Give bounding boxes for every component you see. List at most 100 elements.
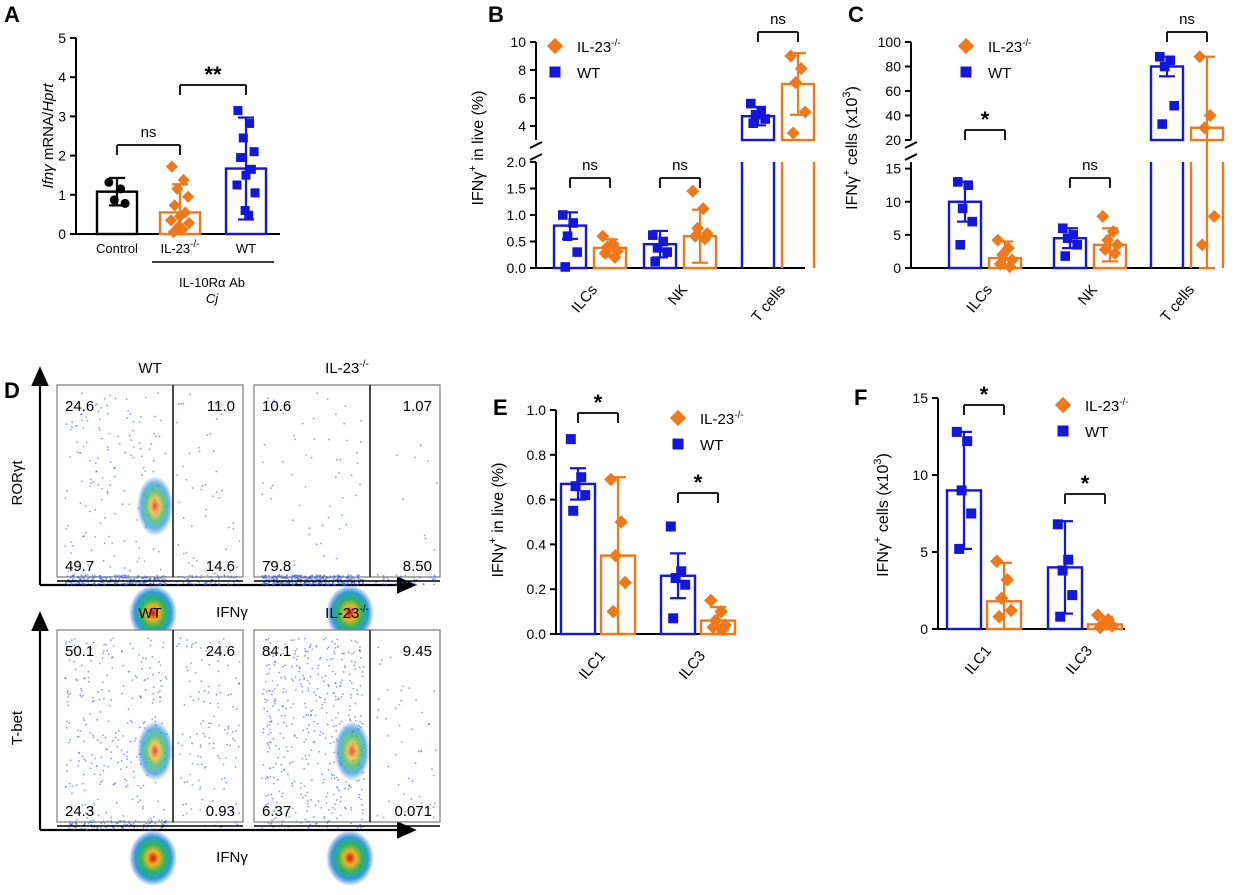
y-label-close: ): [875, 453, 892, 458]
event-dot: [149, 822, 152, 824]
event-dot: [156, 574, 159, 577]
event-dot: [227, 574, 230, 577]
event-dot: [311, 577, 314, 580]
event-dot: [358, 574, 360, 577]
data-point: [233, 106, 243, 116]
series-wt: [552, 210, 588, 272]
event-dot: [183, 781, 186, 784]
y-tick-label: 100: [878, 34, 902, 50]
event-dot: [142, 657, 144, 659]
event-dot: [412, 576, 415, 579]
event-dot: [181, 733, 184, 736]
event-dot: [423, 534, 426, 537]
event-dot: [358, 666, 361, 669]
significance-label: ns: [672, 157, 688, 174]
event-dot: [308, 527, 311, 530]
event-dot: [94, 576, 97, 578]
x-tick-label: ILCs: [568, 282, 601, 317]
event-dot: [163, 808, 166, 811]
event-dot: [331, 812, 334, 815]
event-dot: [359, 823, 362, 826]
event-dot: [69, 738, 71, 741]
event-dot: [273, 782, 275, 785]
quadrant-value-ll: 6.37: [262, 803, 291, 820]
event-dot: [306, 662, 309, 665]
event-dot: [86, 574, 89, 577]
event-dot: [79, 502, 82, 504]
event-dot: [120, 692, 123, 695]
event-dot: [105, 578, 108, 581]
event-dot: [358, 649, 361, 651]
event-dot: [268, 574, 270, 577]
y-tick-label: 60: [885, 83, 901, 99]
event-dot: [125, 785, 128, 788]
event-dot: [311, 667, 314, 670]
data-point: [698, 232, 712, 246]
event-dot: [99, 783, 101, 786]
event-dot: [75, 826, 78, 829]
event-dot: [235, 677, 238, 680]
data-point: [604, 472, 618, 487]
event-dot: [185, 666, 188, 669]
data-point: [1098, 242, 1112, 256]
event-dot: [196, 763, 199, 766]
event-dot: [180, 776, 183, 779]
event-dot: [132, 581, 135, 584]
event-dot: [267, 821, 269, 824]
event-dot: [267, 744, 270, 746]
event-dot: [382, 583, 385, 585]
data-point: [668, 613, 679, 624]
event-dot: [290, 746, 293, 748]
event-dot: [286, 699, 289, 702]
event-dot: [113, 575, 116, 578]
event-dot: [267, 794, 270, 796]
plot-title-sup: -/-: [359, 359, 368, 370]
event-dot: [271, 576, 274, 578]
event-dot: [102, 559, 105, 562]
event-dot: [85, 441, 88, 444]
event-dot: [73, 660, 76, 663]
event-dot: [127, 410, 130, 412]
event-dot: [277, 756, 280, 759]
density-cloud: [64, 392, 241, 641]
event-dot: [114, 397, 117, 400]
event-dot: [304, 650, 307, 653]
y-label-sup: +: [872, 537, 884, 543]
data-point: [706, 620, 720, 635]
sig-bracket: ns: [1069, 157, 1111, 188]
event-dot: [333, 761, 336, 763]
event-dot: [314, 581, 317, 584]
event-dot: [100, 827, 102, 829]
data-point: [1004, 603, 1018, 618]
data-point: [1005, 253, 1019, 267]
event-dot: [334, 682, 337, 685]
event-dot: [221, 489, 223, 492]
event-dot: [329, 742, 332, 745]
event-dot: [318, 750, 321, 753]
event-dot: [130, 761, 133, 763]
event-dot: [134, 737, 137, 740]
event-dot: [103, 764, 106, 767]
event-dot: [285, 815, 288, 818]
event-dot: [190, 525, 193, 528]
event-dot: [103, 583, 106, 586]
event-dot: [225, 548, 227, 551]
event-dot: [359, 826, 362, 829]
event-dot: [345, 583, 348, 586]
event-dot: [106, 650, 109, 652]
event-dot: [126, 722, 129, 724]
data-point: [109, 195, 119, 205]
event-dot: [201, 798, 204, 801]
event-dot: [218, 582, 221, 585]
event-dot: [307, 762, 310, 765]
event-dot: [136, 784, 139, 787]
event-dot: [432, 816, 435, 819]
event-dot: [77, 645, 80, 648]
event-dot: [188, 452, 191, 455]
event-dot: [89, 576, 92, 579]
event-dot: [104, 516, 107, 519]
event-dot: [121, 582, 124, 585]
event-dot: [83, 823, 86, 826]
quadrant-value-lr: 14.6: [206, 558, 235, 575]
